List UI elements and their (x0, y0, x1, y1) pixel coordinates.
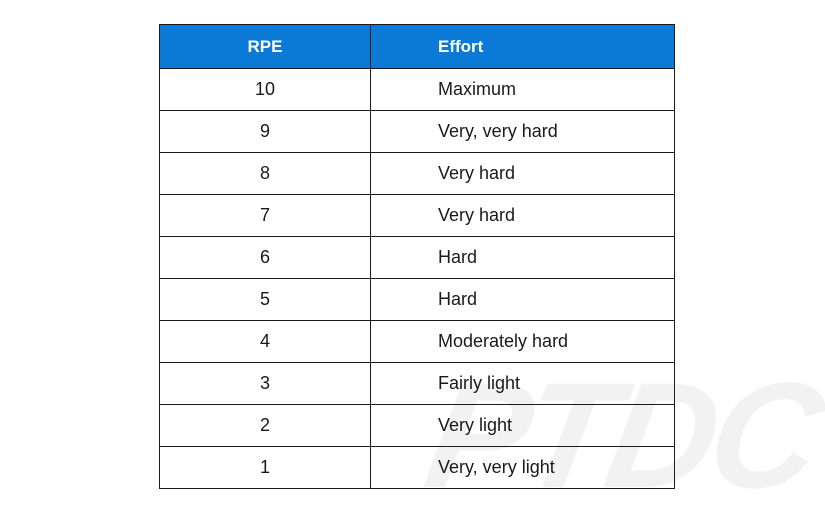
header-rpe: RPE (159, 24, 371, 69)
effort-cell: Very, very hard (370, 110, 675, 153)
table-header-row: RPE Effort (159, 24, 675, 69)
rpe-cell: 2 (159, 404, 371, 447)
rpe-table-container: RPE Effort 10 Maximum 9 Very, very hard … (159, 24, 675, 489)
table-row: 3 Fairly light (159, 362, 675, 405)
rpe-cell: 1 (159, 446, 371, 489)
effort-cell: Hard (370, 278, 675, 321)
table-row: 5 Hard (159, 278, 675, 321)
table-row: 6 Hard (159, 236, 675, 279)
effort-cell: Very light (370, 404, 675, 447)
effort-cell: Fairly light (370, 362, 675, 405)
rpe-cell: 7 (159, 194, 371, 237)
effort-cell: Hard (370, 236, 675, 279)
rpe-cell: 3 (159, 362, 371, 405)
effort-cell: Maximum (370, 68, 675, 111)
rpe-cell: 5 (159, 278, 371, 321)
rpe-cell: 10 (159, 68, 371, 111)
table-row: 1 Very, very light (159, 446, 675, 489)
rpe-cell: 8 (159, 152, 371, 195)
header-effort: Effort (370, 24, 675, 69)
table-row: 8 Very hard (159, 152, 675, 195)
rpe-table: RPE Effort 10 Maximum 9 Very, very hard … (159, 24, 675, 489)
effort-cell: Moderately hard (370, 320, 675, 363)
effort-cell: Very hard (370, 194, 675, 237)
rpe-cell: 9 (159, 110, 371, 153)
table-row: 9 Very, very hard (159, 110, 675, 153)
rpe-cell: 6 (159, 236, 371, 279)
table-row: 10 Maximum (159, 68, 675, 111)
rpe-cell: 4 (159, 320, 371, 363)
effort-cell: Very, very light (370, 446, 675, 489)
table-row: 4 Moderately hard (159, 320, 675, 363)
table-row: 7 Very hard (159, 194, 675, 237)
table-row: 2 Very light (159, 404, 675, 447)
effort-cell: Very hard (370, 152, 675, 195)
